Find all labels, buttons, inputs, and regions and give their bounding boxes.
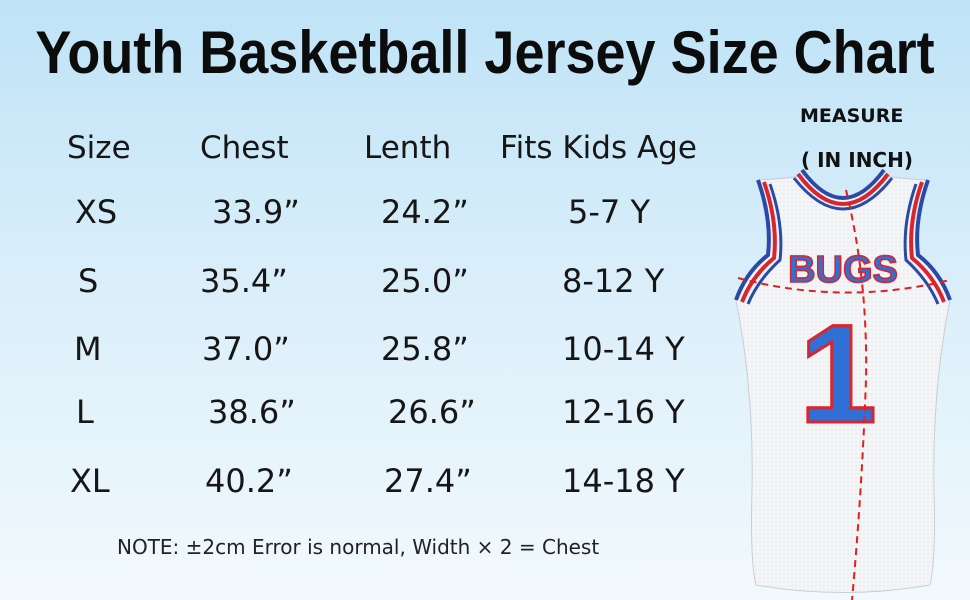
row-xl-chest: 40.2”	[205, 462, 293, 500]
row-l-age: 12-16 Y	[562, 393, 685, 431]
row-xs-length: 24.2”	[381, 193, 469, 231]
row-s-chest: 35.4”	[200, 262, 288, 300]
row-l-length: 26.6”	[388, 393, 476, 431]
measure-label: MEASURE	[800, 105, 904, 127]
jersey-name: BUGS	[788, 249, 898, 291]
row-m-size: M	[74, 330, 102, 368]
row-s-length: 25.0”	[381, 262, 469, 300]
row-xl-age: 14-18 Y	[562, 462, 685, 500]
row-xs-age: 5-7 Y	[568, 193, 650, 231]
row-m-age: 10-14 Y	[562, 330, 685, 368]
header-chest: Chest	[200, 130, 289, 166]
row-s-age: 8-12 Y	[562, 262, 665, 300]
length-measure-line	[845, 189, 868, 600]
header-length: Lenth	[364, 130, 452, 166]
header-size: Size	[67, 130, 131, 166]
row-xl-length: 27.4”	[384, 462, 472, 500]
row-xs-size: XS	[75, 193, 118, 231]
chest-measure-line	[737, 277, 951, 294]
page-title: Youth Basketball Jersey Size Chart	[35, 19, 935, 87]
header-age: Fits Kids Age	[500, 130, 697, 166]
row-l-size: L	[76, 393, 94, 431]
jersey-number: 1	[799, 295, 877, 452]
measure-unit-label: ( IN INCH)	[801, 148, 913, 172]
note-text: NOTE: ±2cm Error is normal, Width × 2 = …	[117, 535, 600, 559]
row-s-size: S	[78, 262, 99, 300]
row-xs-chest: 33.9”	[212, 193, 300, 231]
row-l-chest: 38.6”	[208, 393, 296, 431]
jersey-illustration: BUGS 1	[734, 168, 952, 600]
row-m-length: 25.8”	[381, 330, 469, 368]
row-xl-size: XL	[70, 462, 110, 500]
row-m-chest: 37.0”	[202, 330, 290, 368]
